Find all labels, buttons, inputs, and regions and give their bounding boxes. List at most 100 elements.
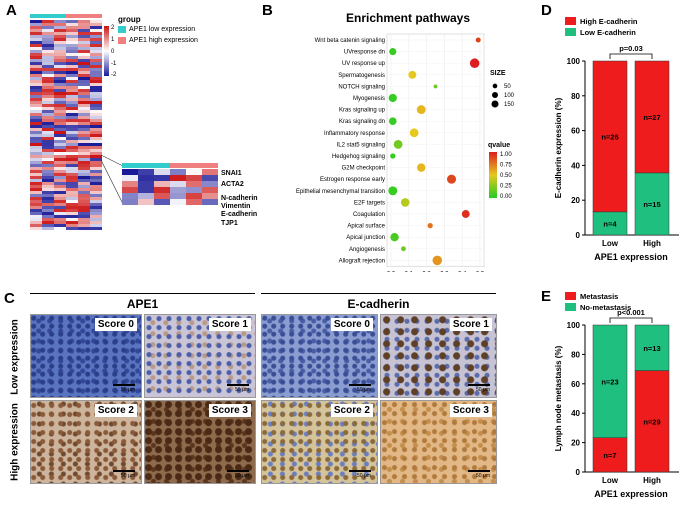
heatmap-cell — [66, 74, 78, 77]
enrichment-point — [390, 153, 396, 159]
heatmap-cell — [90, 50, 102, 53]
heatmap-cell — [66, 77, 78, 80]
heatmap-cell — [30, 140, 42, 143]
heatmap-cell — [54, 86, 66, 89]
heatmap-cell — [54, 179, 66, 182]
x-axis-label: APE1 expression — [594, 252, 668, 262]
heatmap-cell — [78, 224, 90, 227]
enrichment-point — [416, 105, 426, 115]
pathway-label: Epithelial mesenchymal transition — [296, 189, 385, 195]
scale-bar: 50 μm — [468, 384, 490, 393]
y-tick-label: 20 — [571, 439, 580, 448]
heatmap-cell — [42, 188, 54, 191]
heatmap-cell — [78, 101, 90, 104]
heatmap-cell — [54, 116, 66, 119]
heatmap-cell — [78, 32, 90, 35]
divider — [261, 293, 496, 294]
enrichment-point — [388, 186, 398, 196]
qvalue-tick-label: 0.00 — [500, 194, 512, 200]
heatmap-cell — [54, 176, 66, 179]
group-bar-low — [30, 14, 66, 18]
heatmap-cell — [90, 176, 102, 179]
heatmap-cell — [30, 128, 42, 131]
heatmap-cell — [66, 53, 78, 56]
heatmap-cell — [42, 152, 54, 155]
heatmap-cell — [66, 140, 78, 143]
heatmap-cell — [54, 221, 66, 224]
x-tick-label: 0.5 — [476, 271, 485, 272]
enrichment-point — [390, 232, 399, 242]
heatmap-cell — [90, 167, 102, 170]
heatmap-cell — [30, 71, 42, 74]
legend-swatch — [565, 17, 576, 25]
heatmap-cell — [90, 38, 102, 41]
scale-label: 50 μm — [357, 387, 371, 393]
heatmap-cell — [78, 200, 90, 203]
scale-bar: 50 μm — [349, 470, 371, 479]
heatmap-cell — [78, 29, 90, 32]
heatmap-cell — [66, 110, 78, 113]
heatmap-cell — [90, 179, 102, 182]
heatmap-cell — [42, 221, 54, 224]
bar-segment — [592, 60, 628, 213]
heatmap-cell — [54, 68, 66, 71]
heatmap-cell — [78, 83, 90, 86]
heatmap-cell — [78, 194, 90, 197]
x-tick-label: Low — [602, 239, 619, 248]
panel-letter-d: D — [541, 2, 552, 19]
row-label-high: High expression — [9, 403, 21, 481]
heatmap-cell — [78, 179, 90, 182]
heatmap-cell — [54, 206, 66, 209]
heatmap-cell — [54, 113, 66, 116]
zoom-heatmap-cell — [138, 169, 154, 175]
pathway-label: NOTCH signaling — [338, 84, 385, 90]
heatmap-cell — [42, 71, 54, 74]
bar-segment — [634, 60, 670, 174]
heatmap-cell — [66, 164, 78, 167]
heatmap-cell — [42, 32, 54, 35]
y-axis-label: E-cadherin expression (%) — [554, 97, 563, 198]
heatmap-cell — [30, 50, 42, 53]
heatmap-cell — [78, 173, 90, 176]
significance-bracket — [609, 317, 653, 323]
enrichment-point — [417, 163, 426, 172]
score-label: Score 1 — [449, 318, 492, 331]
heatmap-cell — [42, 224, 54, 227]
heatmap-cell — [90, 170, 102, 173]
heatmap-cell — [78, 203, 90, 206]
heatmap-cell — [30, 152, 42, 155]
heatmap-cell — [30, 212, 42, 215]
heatmap-cell — [30, 158, 42, 161]
heatmap-cell — [42, 191, 54, 194]
zoom-heatmap-cell — [154, 181, 170, 187]
heatmap-cell — [66, 155, 78, 158]
heatmap-cell — [90, 35, 102, 38]
heatmap-cell — [90, 200, 102, 203]
heatmap-cell — [66, 26, 78, 29]
zoom-heatmap-cell — [138, 187, 154, 193]
heatmap-cell — [90, 152, 102, 155]
zoom-heatmap-cell — [138, 193, 154, 199]
heatmap-cell — [30, 59, 42, 62]
heatmap-cell — [42, 95, 54, 98]
heatmap-cell — [90, 197, 102, 200]
y-tick-label: 100 — [567, 321, 581, 330]
heatmap-cell — [54, 104, 66, 107]
heatmap-cell — [30, 44, 42, 47]
heatmap-cell — [30, 101, 42, 104]
heatmap-cell — [78, 134, 90, 137]
heatmap-cell — [54, 227, 66, 230]
heatmap-cell — [42, 74, 54, 77]
scale-bar: 50 μm — [113, 470, 135, 479]
micrograph-ape1-score0: Score 0 50 μm — [30, 314, 142, 398]
heatmap-cell — [66, 62, 78, 65]
heatmap-cell — [66, 227, 78, 230]
heatmap-cell — [42, 122, 54, 125]
score-label: Score 1 — [208, 318, 251, 331]
significance-bracket — [609, 53, 653, 59]
heatmap-cell — [42, 149, 54, 152]
heatmap-cell — [66, 128, 78, 131]
heatmap-cell — [78, 137, 90, 140]
heatmap-cell — [30, 92, 42, 95]
heatmap-cell — [78, 149, 90, 152]
